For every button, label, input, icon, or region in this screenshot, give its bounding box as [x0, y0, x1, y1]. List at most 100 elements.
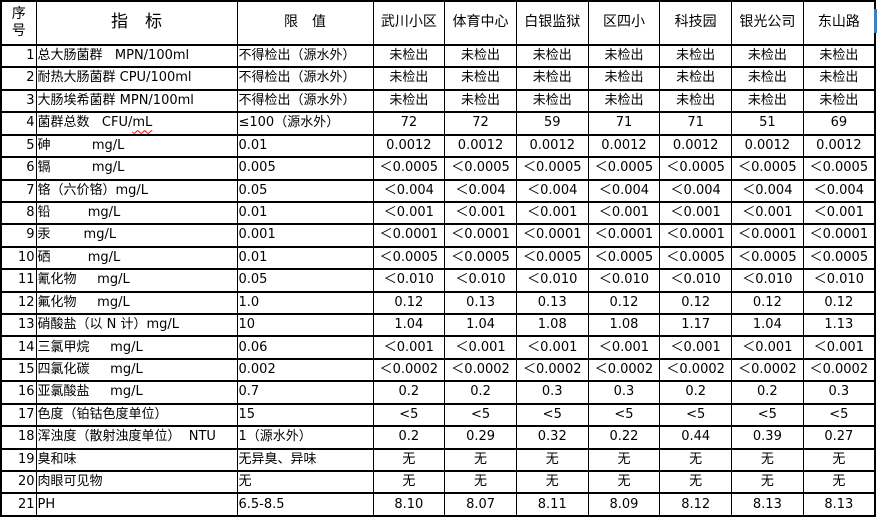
value-cell: <5	[802, 402, 876, 428]
table-row: 1 总大肠菌群 MPN/100ml 不得检出（源水外） 未检出 未检出 未检出 未检出 未检出…	[0, 43, 876, 69]
value-cell: 0.12	[587, 290, 661, 316]
value-cell: ＜0.0005	[444, 156, 517, 181]
limit-cell: 0.005	[236, 156, 374, 181]
selection-handle[interactable]	[874, 9, 877, 33]
indicator-cell: 肉眼可见物	[35, 469, 238, 495]
value-cell: 69	[802, 111, 876, 136]
table-row: 10 硒 mg/L 0.01 ＜0.0005 ＜0.0005 ＜0.0005 ＜0.0005…	[0, 245, 876, 271]
value-cell: 无	[587, 469, 661, 495]
value-cell: ＜0.0002	[444, 357, 517, 383]
table-row: 11 氰化物 mg/L 0.05 ＜0.010 ＜0.010 ＜0.010 ＜0.010 ＜0…	[0, 268, 876, 293]
value-cell: 0.13	[515, 290, 589, 316]
indicator-cell: 四氯化碳 mg/L	[35, 357, 238, 383]
value-cell: 未检出	[802, 43, 876, 69]
value-cell: ＜0.0001	[587, 223, 661, 248]
value-cell: 无	[731, 447, 804, 473]
value-cell: 无	[372, 447, 446, 473]
value-cell: ＜0.0005	[659, 156, 733, 181]
value-cell: 未检出	[444, 66, 517, 91]
value-cell: 无	[802, 447, 876, 473]
value-cell: 0.22	[587, 425, 661, 450]
value-cell: 1.17	[659, 313, 733, 338]
value-cell: 72	[372, 111, 446, 136]
row-number: 13	[0, 313, 37, 338]
table-row: 4 菌群总数 CFU/mL ≤100（源水外） 72 72 59 71 71 51 69	[0, 111, 876, 136]
value-cell: 无	[515, 469, 589, 495]
table-row: 14 三氯甲烷 mg/L 0.06 ＜0.001 ＜0.001 ＜0.001 ＜0.001 ＜…	[0, 335, 876, 360]
value-cell: <5	[372, 402, 446, 428]
value-cell: 0.12	[659, 290, 733, 316]
value-cell: <5	[659, 402, 733, 428]
value-cell: <5	[515, 402, 589, 428]
indicator-cell: 铬（六价铬）mg/L	[35, 178, 238, 203]
value-cell: 0.39	[731, 425, 804, 450]
limit-cell: 无	[236, 469, 374, 495]
value-cell: ＜0.0005	[444, 245, 517, 271]
value-cell: 0.12	[731, 290, 804, 316]
value-cell: 1.13	[802, 313, 876, 338]
col-header-seq: 序号	[0, 0, 37, 46]
value-cell: 0.29	[444, 425, 517, 450]
row-number: 6	[0, 156, 37, 181]
value-cell: ＜0.010	[587, 268, 661, 293]
value-cell: ＜0.001	[515, 335, 589, 360]
value-cell: ＜0.0001	[659, 223, 733, 248]
value-cell: 0.3	[802, 380, 876, 405]
row-number: 15	[0, 357, 37, 383]
value-cell: 未检出	[802, 88, 876, 114]
row-number: 12	[0, 290, 37, 316]
value-cell: ＜0.0005	[731, 156, 804, 181]
value-cell: 未检出	[587, 88, 661, 114]
value-cell: ＜0.010	[659, 268, 733, 293]
limit-cell: 6.5-8.5	[236, 492, 374, 517]
row-number: 5	[0, 133, 37, 159]
table-row: 21 PH 6.5-8.5 8.10 8.07 8.11 8.09 8.12 8.13 8.13	[0, 492, 876, 517]
value-cell: 无	[802, 469, 876, 495]
row-number: 19	[0, 447, 37, 473]
value-cell: 0.2	[659, 380, 733, 405]
indicator-cell: 亚氯酸盐 mg/L	[35, 380, 238, 405]
value-cell: 59	[515, 111, 589, 136]
value-cell: ＜0.004	[659, 178, 733, 203]
col-header-site: 武川小区	[372, 0, 446, 46]
value-cell: 未检出	[587, 66, 661, 91]
value-cell: ＜0.0002	[659, 357, 733, 383]
value-cell: 0.0012	[515, 133, 589, 159]
value-cell: 8.11	[515, 492, 589, 517]
row-number: 7	[0, 178, 37, 203]
value-cell: ＜0.0005	[372, 245, 446, 271]
value-cell: ＜0.010	[731, 268, 804, 293]
row-number: 21	[0, 492, 37, 517]
row-number: 11	[0, 268, 37, 293]
value-cell: 0.0012	[587, 133, 661, 159]
limit-cell: 无异臭、异味	[236, 447, 374, 473]
value-cell: 8.13	[802, 492, 876, 517]
row-number: 14	[0, 335, 37, 360]
row-number: 2	[0, 66, 37, 91]
value-cell: 无	[731, 469, 804, 495]
indicator-cell: 硒 mg/L	[35, 245, 238, 271]
value-cell: ＜0.0001	[731, 223, 804, 248]
indicator-cell: 氟化物 mg/L	[35, 290, 238, 316]
limit-cell: 不得检出（源水外）	[236, 43, 374, 69]
value-cell: 1.08	[587, 313, 661, 338]
value-cell: 0.3	[587, 380, 661, 405]
value-cell: 8.10	[372, 492, 446, 517]
value-cell: 1.08	[515, 313, 589, 338]
row-number: 10	[0, 245, 37, 271]
col-header-site: 银光公司	[731, 0, 804, 46]
indicator-cell: 砷 mg/L	[35, 133, 238, 159]
value-cell: ＜0.0001	[444, 223, 517, 248]
value-cell: ＜0.001	[587, 200, 661, 226]
row-number: 16	[0, 380, 37, 405]
value-cell: ＜0.0005	[515, 245, 589, 271]
col-header-site: 区四小	[587, 0, 661, 46]
value-cell: 1.04	[444, 313, 517, 338]
value-cell: ＜0.001	[372, 200, 446, 226]
limit-cell: 0.05	[236, 268, 374, 293]
value-cell: ＜0.001	[802, 200, 876, 226]
value-cell: ＜0.001	[444, 200, 517, 226]
